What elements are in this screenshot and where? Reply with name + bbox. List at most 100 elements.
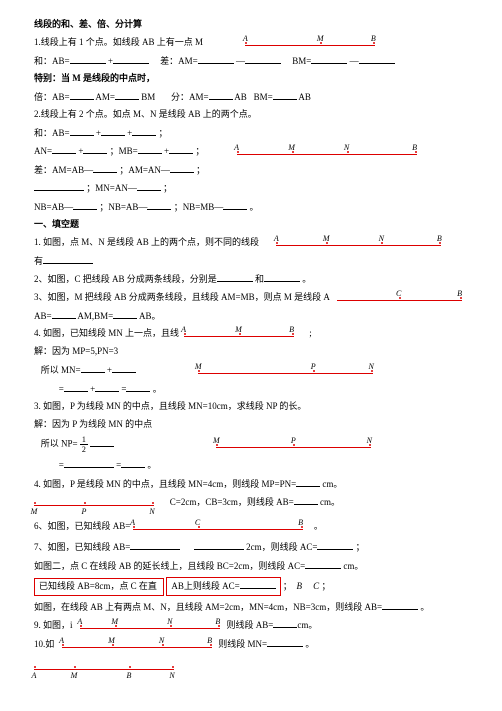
fq8b-text: 如图，在线段 AB 上有两点 M、N，且线段 AM=2cm，MN=4cm，NB=…	[34, 602, 382, 612]
ab-eq: 和：AB=	[34, 56, 70, 66]
blank	[64, 458, 114, 468]
ab-period: AB。	[139, 311, 161, 321]
ccb-text: C=2cm，CB=3cm，则线段 AB=	[170, 497, 294, 507]
segment-amnb2: A M N B	[276, 236, 441, 250]
fq4mid: 4. 如图，P 是线段 MN 的中点，且线段 MN=4cm，则线段 MP=PN=…	[34, 477, 468, 492]
blank	[115, 90, 139, 100]
so-mn: 所以 MN= + M P N	[34, 363, 468, 378]
an-mb: AN= + ；MB= + ； A M N B	[34, 144, 468, 159]
period: 。	[420, 602, 429, 612]
minus: —	[236, 56, 245, 66]
am-eq: AM=	[95, 92, 115, 102]
blank	[240, 579, 276, 589]
blank	[170, 163, 194, 173]
blank	[70, 126, 94, 136]
segment-mpn3: M P N	[34, 496, 154, 510]
fq8a: 已知线段 AB=8cm，点 C 在直	[39, 581, 157, 591]
fraction-half: 12	[80, 435, 88, 454]
segment-mpn2: M P N	[216, 438, 371, 452]
semicolon: ；	[356, 542, 365, 552]
fq8b: 如图，在线段 AB 上有两点 M、N，且线段 AM=2cm，MN=4cm，NB=…	[34, 600, 468, 615]
blank	[126, 382, 150, 392]
diff3: ；MN=AN— ；	[34, 181, 468, 196]
semicolon: ；	[163, 183, 172, 193]
segment-amb: A M B	[245, 36, 375, 50]
fq1-text: 1. 如图，点 M、N 是线段 AB 上的两个点，则不同的线段	[34, 237, 259, 247]
fq4-text: 4. 如图，P 是线段 MN 的中点，且线段 MN=4cm，则线段 MP=PN=	[34, 479, 296, 489]
blank	[34, 181, 84, 191]
period: 。	[153, 384, 162, 394]
fq9-text: 9. 如图，i	[34, 620, 73, 630]
segment-amnb4: A M N B	[62, 638, 212, 652]
fq5: M P N C=2cm，CB=3cm，则线段 AB= cm。	[34, 495, 468, 510]
so-np: 所以 NP= 12 M P N	[34, 435, 468, 454]
period: 。	[147, 460, 156, 470]
cm: cm。	[320, 497, 340, 507]
blank	[83, 144, 107, 154]
sol2: 解：因为 P 为线段 MN 的中点	[34, 418, 468, 432]
sol1-text: 解：因为 MP=5,PN=3	[34, 346, 118, 356]
fq6-text: 6、如图，已知线段 AB=	[34, 521, 130, 531]
np-eq: 所以 NP=	[41, 439, 78, 449]
multiple-divide: 倍：AB= AM= BM 分：AM= AB BM= AB	[34, 90, 468, 105]
blank	[52, 309, 76, 319]
fq7b: 如图二，点 C 在线段 AB 的延长线上，且线段 BC=2cm，则线段 AC= …	[34, 559, 468, 574]
fq2: 2、如图，C 把线段 AB 分成两条线段，分别是 和 。	[34, 272, 468, 287]
blank	[194, 540, 244, 550]
fq2-text: 2、如图，C 把线段 AB 分成两条线段，分别是	[34, 274, 217, 284]
segment-amnb5: A M B N	[34, 660, 174, 674]
blank	[90, 437, 114, 447]
period: 。	[302, 274, 311, 284]
fq4-text: 4. 如图，已知线段 MN 上一点，且线	[34, 329, 179, 339]
blank	[43, 254, 93, 264]
then-mn: 则线段 MN=	[218, 639, 267, 649]
q1-text: 1.线段上有 1 个点。如线段 AB 上有一点 M	[34, 37, 203, 47]
diff2: 差：AM=AB— ；AM=AN— ；	[34, 163, 468, 178]
fq6: 6、如图，已知线段 AB= A C B 。	[34, 520, 468, 534]
fq7-text: 7、如图，已知线段 AB=	[34, 542, 130, 552]
blank	[359, 54, 395, 64]
fq10: 10.如 A M N B 则线段 MN= 。	[34, 637, 468, 652]
section-fill: 一、填空题	[34, 218, 468, 232]
fq3: 3、如图，M 把线段 AB 分成两条线段，且线段 AM=MB，则点 M 是线段 …	[34, 291, 468, 305]
q1: 1.线段上有 1 个点。如线段 AB 上有一点 M A M B	[34, 36, 468, 50]
segment-acb: C B	[337, 291, 462, 305]
semicolon: ；	[195, 146, 204, 156]
diff-am-ab: 差：AM=AB—	[34, 165, 93, 175]
cm: cm。	[343, 561, 363, 571]
seg-bottom: A M B N	[34, 660, 468, 674]
blank	[73, 200, 97, 210]
sum2: 和：AB= + + ；	[34, 126, 468, 141]
blank	[52, 144, 76, 154]
so-np2: = = 。	[34, 458, 468, 473]
fq10-a: 10.如	[34, 639, 54, 649]
segment-mpn: M P N	[198, 364, 373, 378]
fq7b-text: 如图二，点 C 在线段 AB 的延长线上，且线段 BC=2cm，则线段 AC=	[34, 561, 305, 571]
special: 特别：当 M 是线段的中点时，	[34, 72, 468, 86]
blank	[382, 600, 418, 610]
blank	[264, 272, 300, 282]
blank	[132, 126, 156, 136]
bm: BM	[141, 92, 155, 102]
ab: AB	[234, 92, 247, 102]
blank	[130, 540, 180, 550]
am-eq: 差：AM=	[160, 56, 198, 66]
period: 。	[305, 639, 314, 649]
blank	[64, 382, 88, 392]
fill-title: 一、填空题	[34, 219, 79, 229]
blank	[209, 90, 233, 100]
sol2-text: 解：因为 P 为线段 MN 的中点	[34, 419, 152, 429]
blank	[121, 458, 145, 468]
blank	[273, 618, 297, 628]
q2-text: 2.线段上有 2 个点。如点 M、N 是线段 AB 上的两个点。	[34, 109, 257, 119]
ab: AB	[298, 92, 311, 102]
so-mn2: = + = 。	[34, 382, 468, 397]
then-ac: 2cm，则线段 AC=	[246, 542, 317, 552]
sum-diff: 和：AB= + 差：AM= — BM= —	[34, 54, 468, 69]
box1: 已知线段 AB=8cm，点 C 在直	[34, 578, 164, 596]
fq3-text: 3、如图，M 把线段 AB 分成两条线段，且线段 AM=MB，则点 M 是线段 …	[34, 292, 329, 302]
blank	[317, 540, 353, 550]
ambm: AM,BM=	[77, 311, 113, 321]
period: 。	[250, 202, 259, 212]
segment-amnb3: A M N B	[80, 619, 220, 633]
